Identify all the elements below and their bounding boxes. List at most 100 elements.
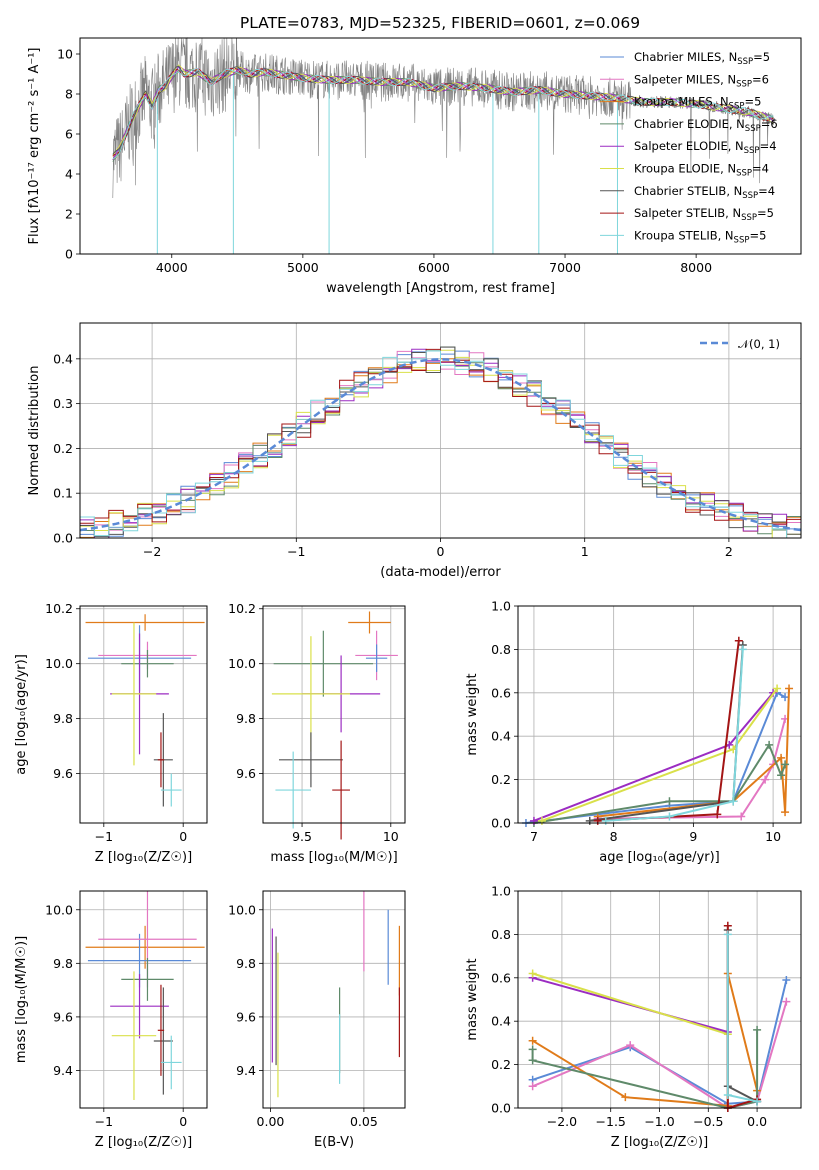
- x-tick-label: −2.0: [547, 1114, 577, 1129]
- x-tick-label: 10: [765, 829, 781, 844]
- plus-marker: [713, 810, 722, 819]
- mass-weight-line: [532, 973, 759, 1107]
- plus-marker: [528, 1045, 537, 1054]
- y-tick-label: 0.6: [491, 970, 511, 985]
- y-tick-label: 9.8: [236, 711, 256, 726]
- x-tick-label: 0: [437, 544, 445, 559]
- mass-weight-line: [532, 976, 729, 1033]
- residual-histogram-panel: −2 −1 0 1 2 0.0 0.1 0.2 0.3 0.4 (data-model)/error…: [27, 322, 802, 580]
- y-tick-label: 9.8: [53, 711, 73, 726]
- axes-frame: [517, 890, 802, 1109]
- y-tick-label: 1.0: [491, 599, 511, 614]
- x-tick-label: −1: [95, 1114, 113, 1129]
- axes-frame: [79, 322, 802, 539]
- mass-weight-vs-age-panel: 7 8 9 10 0.0 0.2 0.4 0.6 0.8 1.0 age [log₁₀(age/yr…: [465, 599, 802, 865]
- y-axis-label: mass weight: [465, 958, 480, 1040]
- age-vs-mass-panel: 9.5 10 9.6 9.8 10.0 10.2 mass [log₁₀(M/M☉)]: [228, 601, 406, 865]
- y-tick-label: 0.8: [491, 927, 511, 942]
- x-tick-label: −1.5: [596, 1114, 626, 1129]
- y-tick-label: 0.2: [491, 772, 511, 787]
- x-tick-label: 6000: [418, 260, 450, 275]
- plus-marker: [723, 1090, 732, 1099]
- axes-frame: [262, 890, 406, 1109]
- x-tick-label: 7000: [549, 260, 581, 275]
- y-tick-label: 0.1: [53, 486, 73, 501]
- y-tick-label: 10: [57, 47, 73, 62]
- plus-marker: [753, 1025, 762, 1034]
- x-tick-label: 1: [581, 544, 589, 559]
- y-axis-label: mass weight: [465, 673, 480, 755]
- y-tick-label: 0.6: [491, 685, 511, 700]
- spectrum-title: PLATE=0783, MJD=52325, FIBERID=0601, z=0…: [240, 14, 640, 32]
- x-tick-label: 4000: [156, 260, 188, 275]
- plus-marker: [753, 1097, 762, 1106]
- y-tick-label: 10.0: [45, 902, 73, 917]
- plus-marker: [528, 1056, 537, 1065]
- y-tick-label: 0.4: [491, 729, 511, 744]
- x-tick-label: −1: [95, 829, 113, 844]
- y-tick-label: 6: [65, 127, 73, 142]
- plus-marker: [665, 797, 674, 806]
- legend-label: Kroupa STELIB, NSSP=5: [634, 228, 766, 245]
- x-axis-label: E(B-V): [314, 1135, 354, 1150]
- legend-label: Chabrier STELIB, NSSP=4: [634, 184, 775, 201]
- y-axis-label: age [log₁₀(age/yr)]: [14, 654, 29, 775]
- mass-vs-extinction-panel: 0.00 0.05 9.4 9.6 9.8 10.0 E(B-V): [228, 890, 406, 1150]
- plus-marker: [777, 771, 786, 780]
- x-tick-label: 0.0: [747, 1114, 767, 1129]
- mass-weight-line: [531, 1029, 759, 1110]
- legend-label: Salpeter ELODIE, NSSP=4: [634, 139, 777, 156]
- y-tick-label: 0.0: [491, 816, 511, 831]
- plus-marker: [785, 684, 794, 693]
- y-tick-label: 9.6: [236, 1009, 256, 1024]
- x-axis-label: Z [log₁₀(Z/Z☉)]: [95, 850, 192, 865]
- plus-marker: [737, 812, 746, 821]
- model-spectrum-line: [112, 65, 774, 155]
- y-tick-label: 10.0: [228, 902, 256, 917]
- plus-marker: [782, 997, 791, 1006]
- plus-marker: [626, 1041, 635, 1050]
- y-tick-label: 2: [65, 207, 73, 222]
- mass-vs-metallicity-panel: −1 0 9.4 9.6 9.8 10.0 Z [log₁₀(Z/Z☉)] mass [log…: [14, 890, 208, 1150]
- x-axis-label: age [log₁₀(age/yr)]: [599, 850, 720, 865]
- y-tick-label: 0.2: [53, 441, 73, 456]
- plus-marker: [528, 969, 537, 978]
- y-tick-label: 8: [65, 87, 73, 102]
- histogram-step-line: [80, 350, 801, 539]
- plus-marker: [781, 808, 790, 817]
- y-tick-label: 10.2: [228, 601, 256, 616]
- y-axis-label: mass [log₁₀(M/M☉)]: [14, 936, 29, 1063]
- age-vs-metallicity-panel: −1 0 9.6 9.8 10.0 10.2 Z [log₁₀(Z/Z☉)] age [log…: [14, 601, 208, 865]
- x-tick-label: 0: [179, 1114, 187, 1129]
- plus-marker: [773, 684, 782, 693]
- plus-marker: [782, 975, 791, 984]
- y-tick-label: 0.4: [53, 351, 73, 366]
- plus-marker: [734, 636, 743, 645]
- legend-label: Kroupa MILES, NSSP=5: [634, 95, 761, 112]
- plus-marker: [738, 645, 747, 654]
- plus-marker: [528, 1082, 537, 1091]
- x-tick-label: 0: [179, 829, 187, 844]
- mass-weight-line: [597, 640, 740, 822]
- y-tick-label: 9.6: [236, 766, 256, 781]
- model-spectrum-line: [112, 66, 774, 161]
- x-tick-label: 2: [725, 544, 733, 559]
- x-tick-label: 0.05: [350, 1114, 378, 1129]
- y-tick-label: 9.8: [236, 956, 256, 971]
- plus-marker: [781, 693, 790, 702]
- mass-weight-line: [726, 925, 758, 1110]
- model-spectrum-line: [112, 67, 774, 156]
- y-tick-label: 10.0: [228, 656, 256, 671]
- x-tick-label: 8: [610, 829, 618, 844]
- spectrum-panel: 4000 5000 6000 7000 8000 0 2 4 6 8 10 wavelength [A…: [27, 37, 802, 296]
- y-tick-label: 9.8: [53, 956, 73, 971]
- plus-marker: [777, 753, 786, 762]
- axes-frame: [262, 605, 406, 824]
- y-tick-label: 10.0: [45, 656, 73, 671]
- x-axis-label: Z [log₁₀(Z/Z☉)]: [95, 1135, 192, 1150]
- plus-marker: [723, 930, 732, 939]
- x-tick-label: −0.5: [693, 1114, 723, 1129]
- plus-marker: [621, 1093, 630, 1102]
- y-axis-label: Normed distribution: [27, 366, 42, 496]
